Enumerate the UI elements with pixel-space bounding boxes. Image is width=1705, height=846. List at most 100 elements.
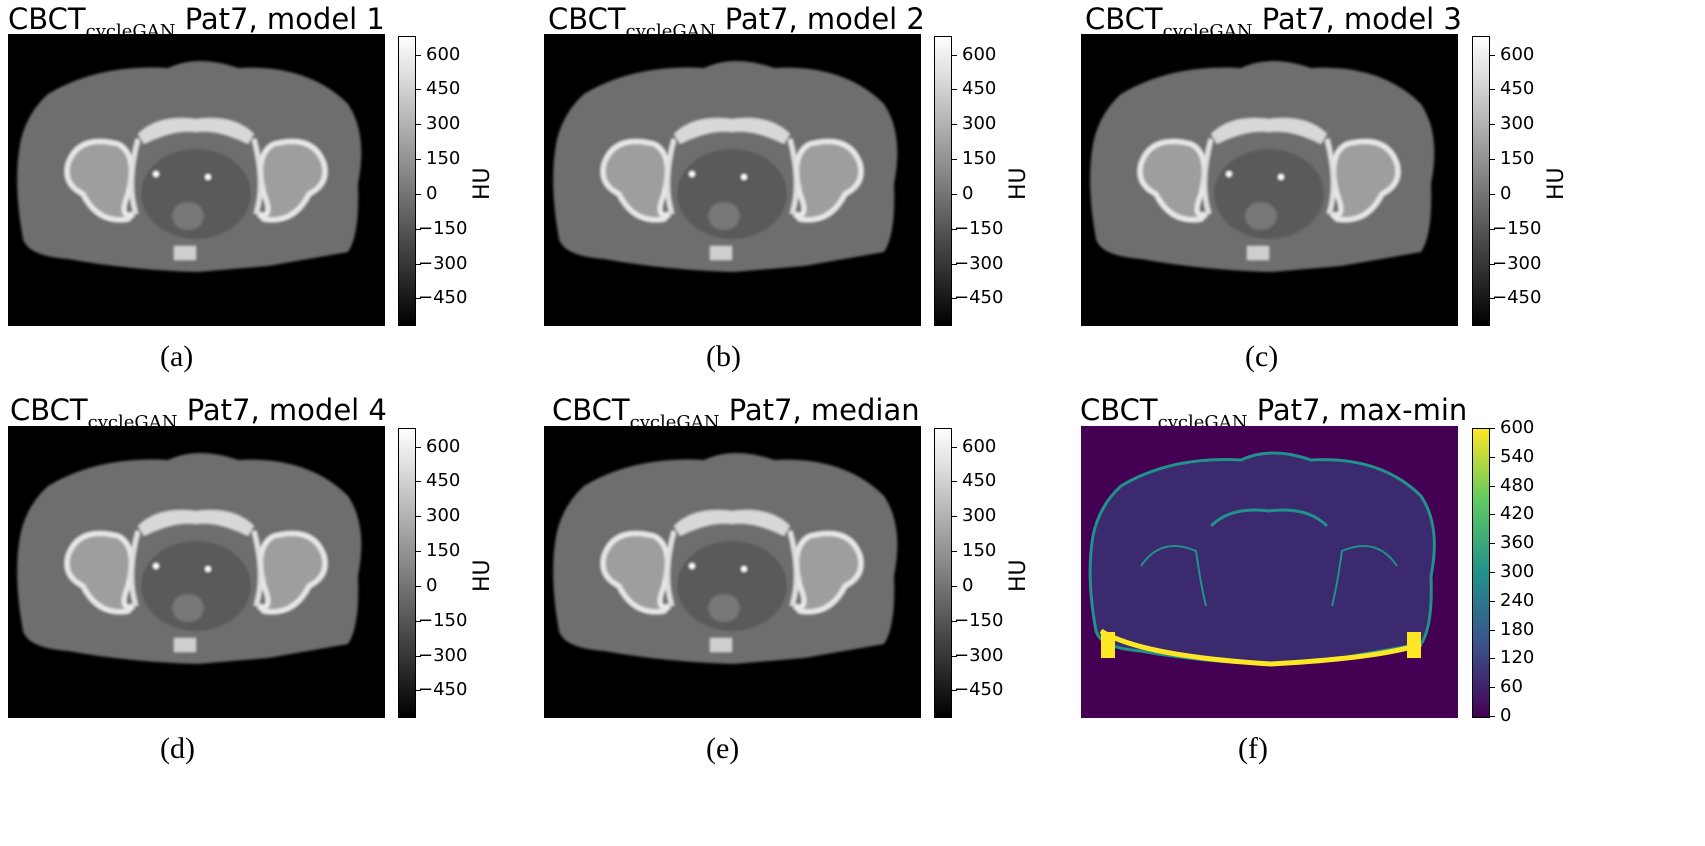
colorbar-tick-label: 450 — [426, 470, 461, 491]
colorbar-tick — [416, 621, 421, 622]
colorbar-tick-label: 150 — [426, 148, 461, 169]
colorbar-unit-label: HU — [1544, 167, 1569, 200]
colorbar-tick — [416, 298, 421, 299]
colorbar-tick-label: 540 — [1500, 446, 1535, 467]
colorbar-tick — [952, 89, 957, 90]
colorbar-tick-label: 0 — [962, 183, 974, 204]
colorbar-tick — [416, 124, 421, 125]
colorbar-tick-label: 0 — [1500, 705, 1512, 726]
ct-image — [544, 34, 921, 326]
colorbar-tick-label: 420 — [1500, 503, 1535, 524]
colorbar-tick — [952, 481, 957, 482]
ct-image — [1081, 34, 1458, 326]
colorbar-tick — [952, 447, 957, 448]
colorbar-tick-label: −450 — [418, 679, 468, 700]
colorbar-tick — [1490, 543, 1495, 544]
colorbar-tick-label: 450 — [1500, 78, 1535, 99]
colorbar-tick — [416, 690, 421, 691]
colorbar-tick — [416, 55, 421, 56]
colorbar-tick — [416, 586, 421, 587]
panel-caption: (f) — [1238, 732, 1268, 765]
ct-slice-drawing — [1090, 61, 1435, 272]
colorbar-tick — [952, 621, 957, 622]
colorbar-tick — [1490, 229, 1495, 230]
colorbar-unit-label: HU — [1006, 559, 1031, 592]
colorbar-tick — [1490, 298, 1495, 299]
panel-title: CBCTcycleGAN Pat7, median — [552, 393, 920, 433]
colorbar-tick-label: −300 — [1492, 253, 1542, 274]
colorbar-tick — [416, 516, 421, 517]
colorbar — [1472, 36, 1490, 326]
colorbar-tick-label: 240 — [1500, 590, 1535, 611]
colorbar-tick-label: −450 — [418, 287, 468, 308]
colorbar-tick — [1490, 55, 1495, 56]
panel-caption: (e) — [706, 732, 740, 765]
colorbar-tick-label: 600 — [426, 44, 461, 65]
panel-title: CBCTcycleGAN Pat7, model 2 — [548, 2, 925, 42]
colorbar-tick — [952, 55, 957, 56]
colorbar-tick-label: 450 — [962, 78, 997, 99]
colorbar-tick-label: 0 — [426, 183, 438, 204]
colorbar-tick-label: 300 — [1500, 113, 1535, 134]
colorbar-tick-label: 600 — [1500, 44, 1535, 65]
panel-title: CBCTcycleGAN Pat7, max-min — [1080, 393, 1468, 433]
colorbar-tick — [952, 194, 957, 195]
ct-image — [544, 426, 921, 718]
colorbar-tick-label: 150 — [426, 540, 461, 561]
colorbar-tick-label: 300 — [426, 113, 461, 134]
colorbar — [934, 428, 952, 718]
colorbar-tick-label: 600 — [962, 44, 997, 65]
colorbar-tick-label: −450 — [954, 287, 1004, 308]
ct-slice-drawing — [553, 61, 898, 272]
colorbar-tick — [1490, 630, 1495, 631]
ct-slice-drawing — [553, 453, 898, 664]
colorbar-tick — [1490, 264, 1495, 265]
colorbar-tick-label: 450 — [962, 470, 997, 491]
colorbar-tick — [952, 690, 957, 691]
colorbar-tick — [952, 551, 957, 552]
difference-map-image — [1081, 426, 1458, 718]
colorbar-tick — [416, 551, 421, 552]
colorbar-tick-label: 0 — [1500, 183, 1512, 204]
colorbar-unit-label: HU — [470, 559, 495, 592]
colorbar-tick — [952, 229, 957, 230]
colorbar — [398, 428, 416, 718]
colorbar — [1472, 428, 1490, 718]
colorbar-tick — [416, 229, 421, 230]
colorbar-tick-label: 600 — [962, 436, 997, 457]
colorbar-tick-label: 600 — [1500, 417, 1535, 438]
panel-caption: (b) — [706, 340, 741, 373]
colorbar-tick — [416, 447, 421, 448]
colorbar-tick — [1490, 194, 1495, 195]
colorbar-tick — [952, 656, 957, 657]
colorbar-tick — [1490, 716, 1495, 717]
colorbar-tick — [1490, 601, 1495, 602]
panel-caption: (a) — [160, 340, 194, 373]
colorbar-tick-label: 480 — [1500, 475, 1535, 496]
colorbar-tick — [1490, 159, 1495, 160]
colorbar-tick-label: 360 — [1500, 532, 1535, 553]
colorbar-tick-label: 300 — [962, 113, 997, 134]
colorbar-tick — [1490, 514, 1495, 515]
colorbar-tick-label: −300 — [418, 645, 468, 666]
colorbar-tick — [952, 586, 957, 587]
colorbar-tick — [1490, 572, 1495, 573]
colorbar-tick — [952, 264, 957, 265]
colorbar-tick — [952, 516, 957, 517]
colorbar-tick — [416, 89, 421, 90]
colorbar-tick-label: −300 — [954, 645, 1004, 666]
colorbar-tick — [416, 159, 421, 160]
colorbar-tick-label: 120 — [1500, 647, 1535, 668]
colorbar-tick-label: 0 — [426, 575, 438, 596]
colorbar-tick-label: 300 — [426, 505, 461, 526]
colorbar-tick — [1490, 658, 1495, 659]
colorbar-tick-label: −150 — [954, 610, 1004, 631]
colorbar-tick-label: −150 — [1492, 218, 1542, 239]
colorbar-tick-label: 300 — [1500, 561, 1535, 582]
colorbar-tick-label: −300 — [418, 253, 468, 274]
ct-slice-drawing — [17, 453, 362, 664]
panel-title: CBCTcycleGAN Pat7, model 4 — [10, 393, 387, 433]
colorbar-tick-label: 600 — [426, 436, 461, 457]
ct-slice-drawing — [17, 61, 362, 272]
ct-image — [8, 426, 385, 718]
